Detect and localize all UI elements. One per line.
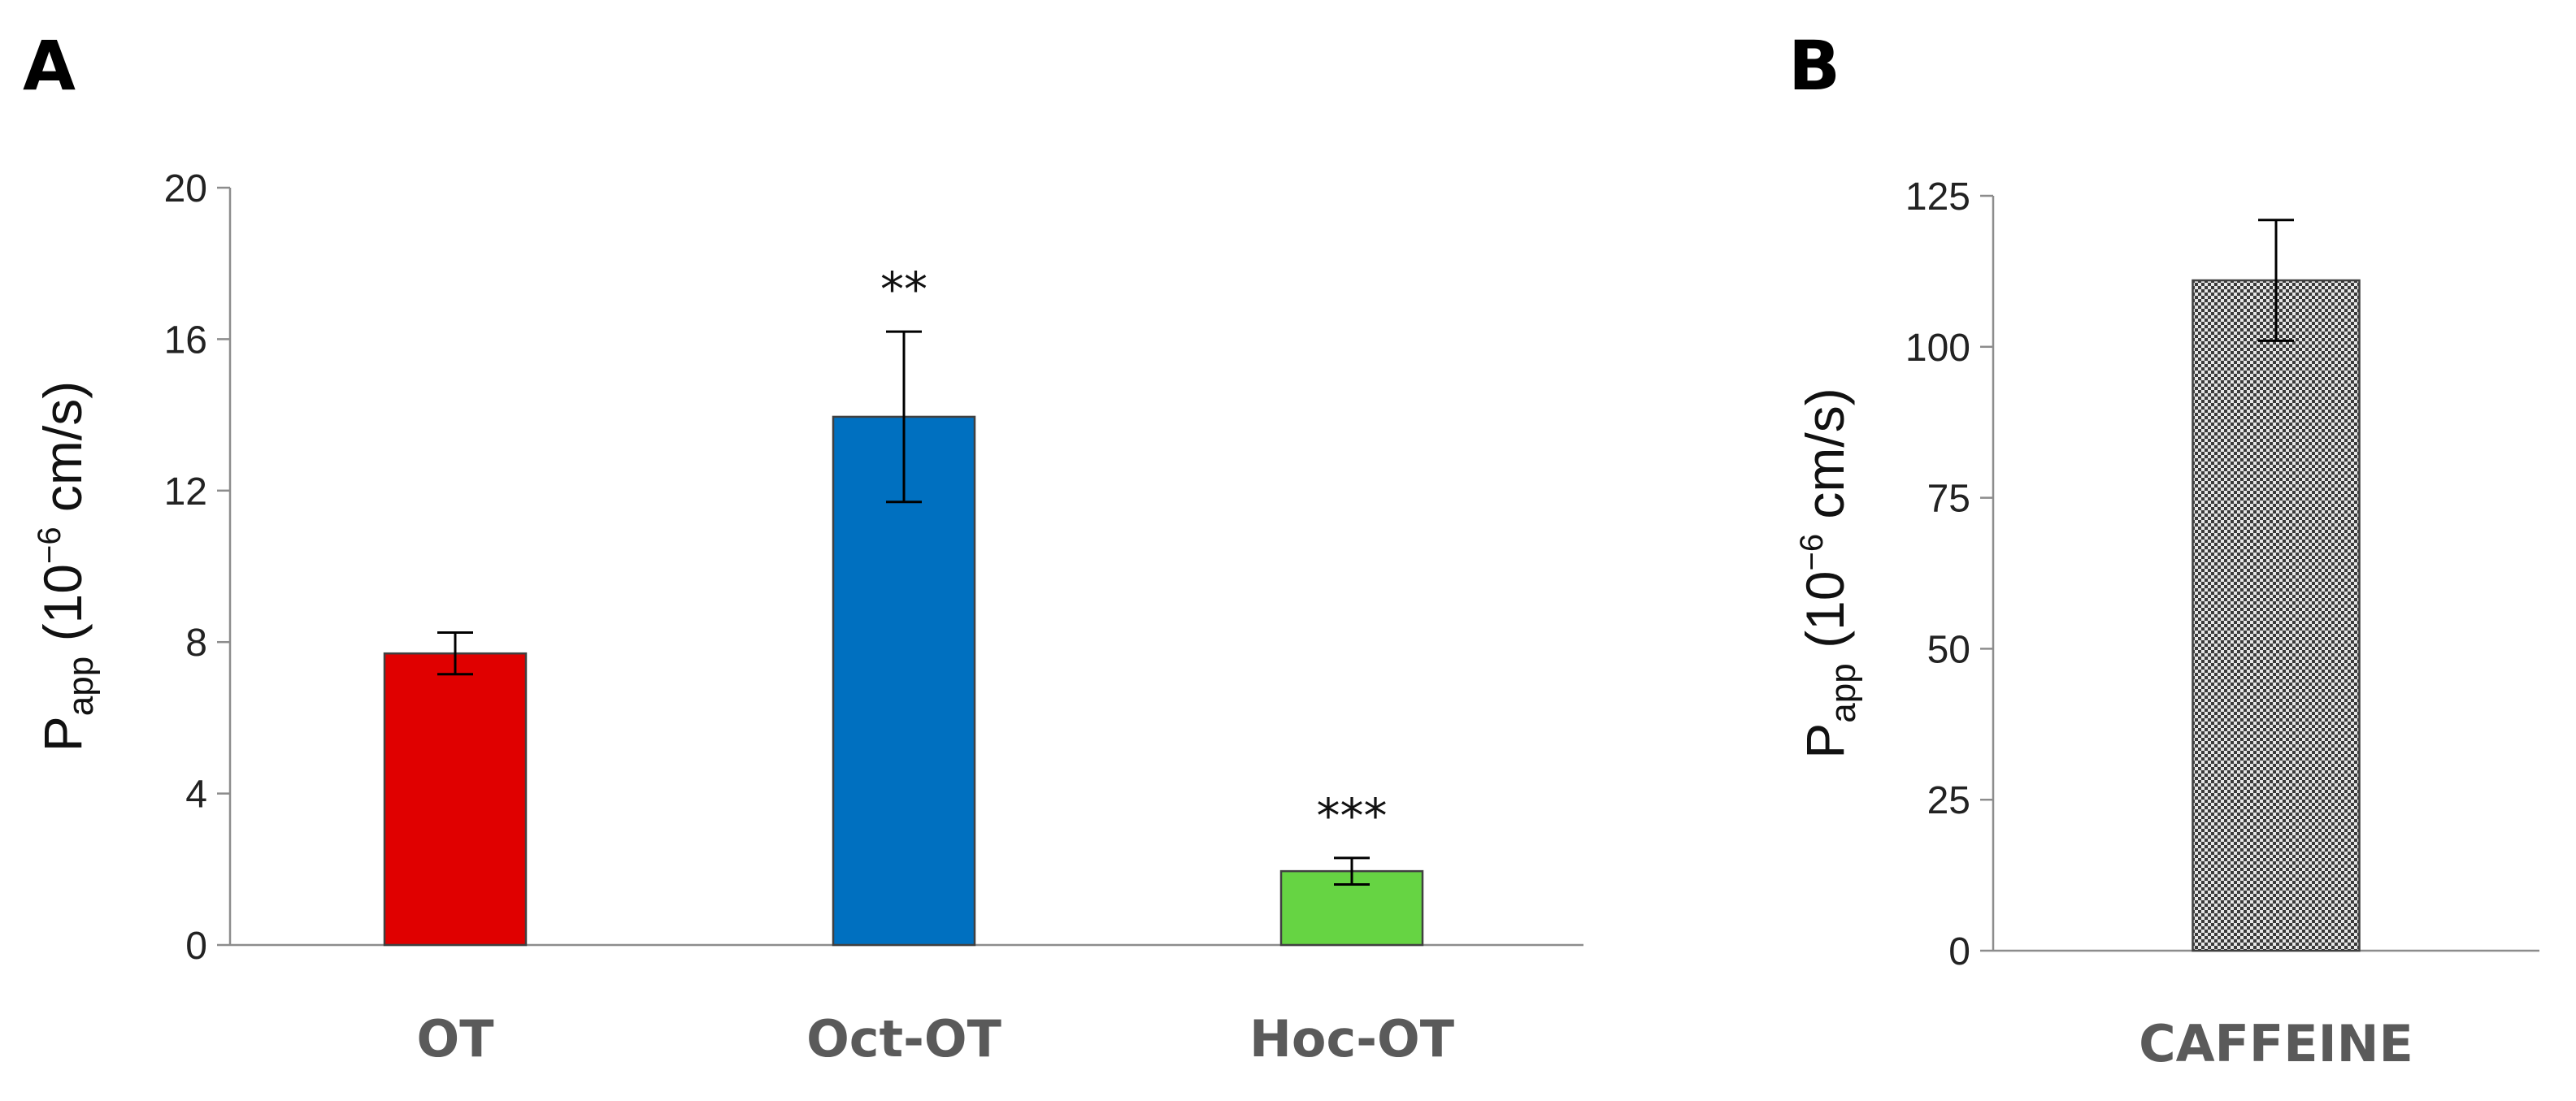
panel-b-letter: B: [1788, 26, 1840, 106]
panel-b-y-tick-label: 75: [1927, 478, 1970, 521]
panel-a-chart: 0 4 8 12 16 20 OT ** Oct-OT *** Hoc-OT Papp (10−6 c…: [32, 167, 1583, 1068]
panel-a-y-tick-label: 12: [164, 470, 207, 514]
panel-a-significance-label: **: [880, 262, 927, 317]
panel-a-y-tick-label: 4: [185, 774, 207, 817]
panel-b-y-tick-label: 25: [1927, 779, 1970, 822]
panel-b-y-tick-label: 0: [1948, 930, 1970, 973]
panel-a-category-label: OT: [417, 1009, 494, 1068]
panel-a-y-tick-label: 20: [164, 167, 207, 210]
panel-b-category-label: CAFFEINE: [2139, 1014, 2413, 1073]
panel-a-y-tick-label: 8: [185, 622, 207, 665]
panel-a-bar-oct-ot: [832, 415, 976, 947]
panel-b-bar-caffeine: [2192, 279, 2361, 952]
panel-a-y-tick-label: 0: [185, 925, 207, 968]
panel-b-y-axis-title: Papp (10−6 cm/s): [1794, 388, 1863, 758]
panel-a-significance-label: ***: [1317, 788, 1388, 843]
panel-a-y-axis-title: Papp (10−6 cm/s): [32, 381, 101, 752]
panel-b-y-tick-label: 125: [1905, 176, 1970, 219]
panel-b-y-tick-label: 50: [1927, 628, 1970, 671]
panel-a-category-label: Oct-OT: [806, 1009, 1001, 1068]
panel-a-category-label: Hoc-OT: [1249, 1009, 1454, 1068]
panel-a-letter: A: [23, 26, 76, 106]
panel-b-chart: 0 25 50 75 100 125 CAFFEINE Papp (10−6 cm/s): [1794, 176, 2539, 1073]
panel-a-bar-ot: [383, 652, 528, 947]
panel-a-y-tick-label: 16: [164, 319, 207, 362]
panel-b-y-tick-label: 100: [1905, 327, 1970, 370]
